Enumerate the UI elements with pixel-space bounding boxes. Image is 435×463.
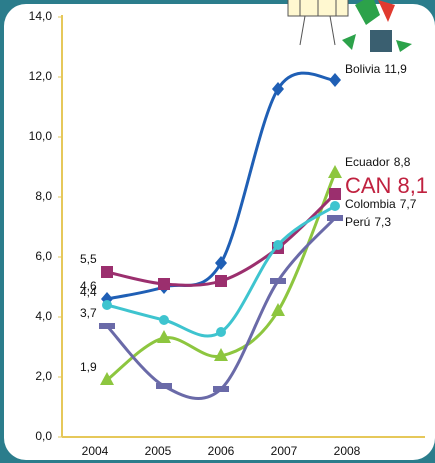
bucket [370, 30, 392, 52]
end-label: Perú 7,3 [345, 215, 391, 229]
end-label: Colombia 7,7 [345, 197, 417, 211]
y-tick-label: 0,0 [35, 429, 52, 443]
point [330, 201, 340, 211]
point [215, 256, 227, 270]
point [214, 348, 228, 361]
x-tick-label: 2004 [82, 444, 109, 458]
end-value: 8,8 [394, 155, 411, 169]
point [158, 278, 170, 290]
leaf [396, 40, 412, 52]
point [100, 372, 114, 385]
x-tick-label: 2007 [271, 444, 298, 458]
series-name: Perú [345, 215, 370, 229]
point [329, 73, 341, 87]
leaf [355, 0, 380, 25]
point [213, 386, 229, 392]
y-tick-label: 12,0 [29, 69, 53, 83]
point [102, 300, 112, 310]
end-label: Ecuador 8,8 [345, 155, 411, 169]
point [273, 240, 283, 250]
point [99, 323, 115, 329]
series-name: CAN [345, 173, 391, 198]
x-tick-label: 2008 [334, 444, 361, 458]
end-label: Bolivia 11,9 [345, 62, 407, 76]
point [216, 327, 226, 337]
value-label: 4,4 [80, 285, 97, 299]
y-tick-label: 14,0 [29, 9, 53, 23]
value-label: 1,9 [80, 360, 97, 374]
leaf [378, 0, 395, 22]
series-name: Bolivia [345, 62, 381, 76]
point [329, 188, 341, 200]
board-leg [329, 15, 336, 46]
point [101, 266, 113, 278]
y-tick-label: 4,0 [35, 309, 52, 323]
end-value: 7,7 [400, 197, 417, 211]
point [327, 215, 343, 221]
point [328, 165, 342, 178]
point [215, 275, 227, 287]
end-value: 7,3 [374, 215, 391, 229]
point [272, 82, 284, 96]
leaf [342, 34, 356, 50]
point [159, 315, 169, 325]
y-tick-label: 2,0 [35, 369, 52, 383]
clipart [287, 0, 412, 52]
point [157, 330, 171, 343]
board-leg [299, 15, 306, 46]
value-label: 4,6 [80, 279, 97, 293]
x-tick-label: 2005 [145, 444, 172, 458]
point [156, 383, 172, 389]
value-label: 3,7 [80, 306, 97, 320]
series-name: Ecuador [345, 155, 390, 169]
point [270, 278, 286, 284]
point [271, 303, 285, 316]
y-tick-label: 8,0 [35, 189, 52, 203]
end-value: 11,9 [384, 62, 407, 76]
value-label: 5,5 [80, 252, 97, 266]
panel [4, 4, 435, 460]
end-label: CAN 8,1 [345, 173, 428, 198]
y-tick-label: 6,0 [35, 249, 52, 263]
x-tick-label: 2006 [208, 444, 235, 458]
end-value: 8,1 [397, 173, 428, 198]
series-name: Colombia [345, 197, 396, 211]
y-tick-label: 10,0 [29, 129, 53, 143]
